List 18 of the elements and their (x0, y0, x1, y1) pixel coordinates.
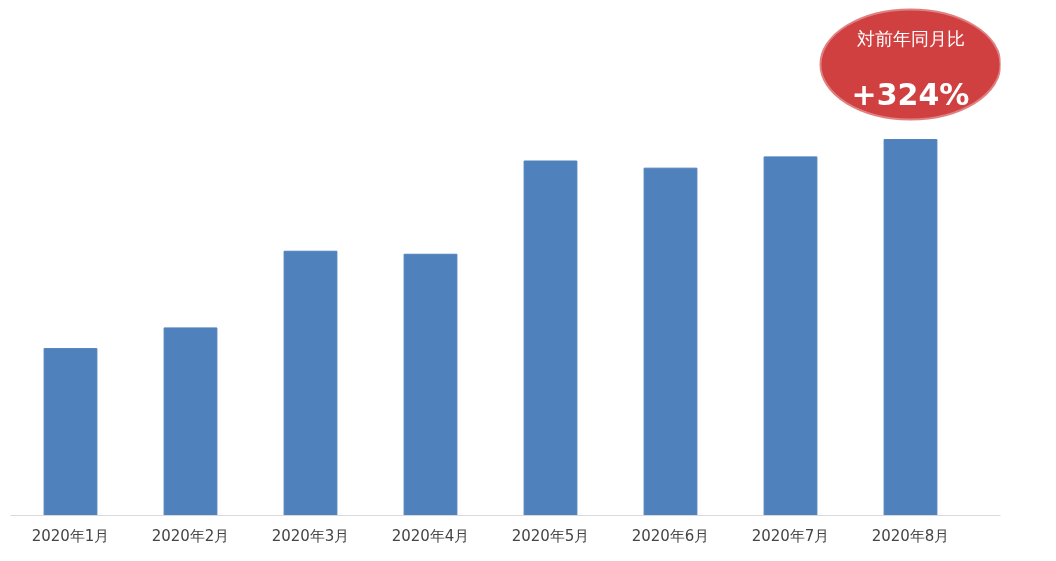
x-tick-label: 2020年1月 (31, 526, 110, 545)
x-tick-label: 2020年4月 (391, 526, 470, 545)
x-tick-label: 2020年6月 (631, 526, 710, 545)
bar (283, 250, 338, 516)
bar (523, 160, 578, 516)
x-tick-label: 2020年5月 (511, 526, 590, 545)
x-tick-label: 2020年3月 (271, 526, 350, 545)
bar (643, 167, 698, 516)
bar (403, 253, 458, 516)
x-tick-label: 2020年2月 (151, 526, 230, 545)
x-tick-label: 2020年8月 (871, 526, 950, 545)
text: +324% (851, 76, 970, 112)
bar (43, 348, 98, 516)
text: 対前年同月比 (856, 27, 965, 49)
x-tick-label: 2020年7月 (751, 526, 830, 545)
bar (163, 327, 218, 516)
bar (883, 139, 938, 516)
bar (763, 156, 818, 516)
